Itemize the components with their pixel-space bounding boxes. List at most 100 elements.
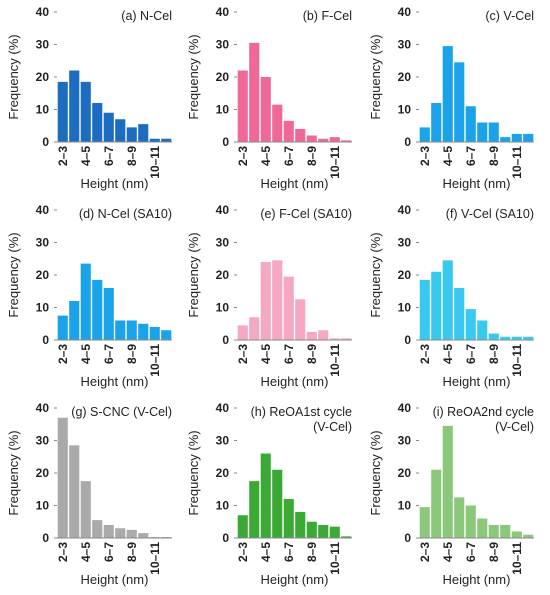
panel: 0 10 20 30 40 2–3 4–5 6–7 8–9 10–11 Frequency (%) H… bbox=[186, 5, 352, 191]
panel: 0 10 20 30 40 2–3 4–5 6–7 8–9 10–11 Frequency (%) H… bbox=[368, 5, 534, 191]
x-tick-label: 2–3 bbox=[56, 146, 70, 166]
bar bbox=[57, 315, 68, 340]
y-tick-label: 10 bbox=[398, 301, 412, 315]
panel-title: (d) N-Cel (SA10) bbox=[79, 207, 172, 221]
bar bbox=[511, 336, 522, 340]
bar bbox=[69, 70, 80, 142]
x-tick-label: 2–3 bbox=[236, 542, 250, 562]
bar bbox=[249, 317, 260, 340]
y-axis-label: Frequency (%) bbox=[368, 34, 383, 119]
bar bbox=[442, 46, 453, 142]
bar bbox=[260, 453, 271, 538]
y-tick-label: 40 bbox=[216, 5, 230, 19]
x-tick-label: 6–7 bbox=[464, 542, 478, 562]
y-axis-label: Frequency (%) bbox=[368, 232, 383, 317]
panel: 0 10 20 30 40 2–3 4–5 6–7 8–9 10–11 Frequency (%) H… bbox=[6, 401, 172, 587]
y-tick-label: 10 bbox=[36, 103, 50, 117]
panel-title: (V-Cel) bbox=[313, 420, 352, 434]
bar bbox=[419, 507, 430, 538]
bar bbox=[295, 299, 306, 340]
x-tick-label: 6–7 bbox=[464, 344, 478, 364]
panel: 0 10 20 30 40 2–3 4–5 6–7 8–9 10–11 Frequency (%) H… bbox=[6, 203, 172, 389]
x-tick-label: 4–5 bbox=[259, 542, 273, 562]
bar bbox=[295, 512, 306, 538]
panel-title: (b) F-Cel bbox=[303, 9, 352, 23]
y-tick-label: 0 bbox=[404, 333, 411, 347]
x-tick-label: 8–9 bbox=[487, 146, 501, 166]
bar bbox=[57, 417, 68, 538]
y-tick-label: 40 bbox=[216, 203, 230, 217]
bar bbox=[431, 103, 442, 142]
bar bbox=[341, 140, 352, 142]
bar bbox=[318, 138, 329, 142]
bar bbox=[249, 481, 260, 538]
x-tick-label: 2–3 bbox=[56, 542, 70, 562]
bar bbox=[80, 81, 91, 142]
bar bbox=[306, 521, 317, 538]
panel-title: (e) F-Cel (SA10) bbox=[260, 207, 352, 221]
bar bbox=[138, 124, 149, 142]
bar bbox=[103, 525, 114, 538]
y-tick-label: 20 bbox=[36, 70, 50, 84]
bar bbox=[511, 133, 522, 142]
panel: 0 10 20 30 40 2–3 4–5 6–7 8–9 10–11 Frequency (%) H… bbox=[368, 203, 534, 389]
x-tick-label: 10–11 bbox=[510, 344, 524, 377]
bar bbox=[477, 122, 488, 142]
bar bbox=[69, 445, 80, 538]
x-axis-label: Height (nm) bbox=[443, 572, 511, 587]
y-axis-label: Frequency (%) bbox=[186, 34, 201, 119]
y-tick-label: 0 bbox=[42, 333, 49, 347]
y-tick-label: 0 bbox=[42, 531, 49, 545]
bar bbox=[161, 138, 172, 142]
x-tick-label: 2–3 bbox=[418, 146, 432, 166]
x-tick-label: 8–9 bbox=[487, 344, 501, 364]
y-axis-label: Frequency (%) bbox=[6, 34, 21, 119]
bar bbox=[260, 262, 271, 340]
bar bbox=[465, 309, 476, 340]
panel-title: (f) V-Cel (SA10) bbox=[446, 207, 534, 221]
y-tick-label: 20 bbox=[216, 70, 230, 84]
x-axis-label: Height (nm) bbox=[81, 374, 149, 389]
panel-title: (V-Cel) bbox=[495, 420, 534, 434]
x-tick-label: 6–7 bbox=[102, 344, 116, 364]
y-tick-label: 10 bbox=[216, 103, 230, 117]
bar bbox=[272, 104, 283, 142]
bar bbox=[488, 122, 499, 142]
bar bbox=[115, 320, 126, 340]
x-tick-label: 2–3 bbox=[56, 344, 70, 364]
y-tick-label: 30 bbox=[36, 434, 50, 448]
y-tick-label: 30 bbox=[216, 236, 230, 250]
bar bbox=[103, 288, 114, 340]
bar bbox=[126, 320, 137, 340]
panel-title: (h) ReOA1st cycle bbox=[251, 405, 352, 419]
x-tick-label: 4–5 bbox=[441, 146, 455, 166]
y-tick-label: 10 bbox=[398, 499, 412, 513]
bar bbox=[237, 515, 248, 538]
y-tick-label: 30 bbox=[36, 38, 50, 52]
y-tick-label: 40 bbox=[398, 401, 412, 415]
y-tick-label: 20 bbox=[398, 70, 412, 84]
bar bbox=[442, 425, 453, 538]
x-tick-label: 8–9 bbox=[125, 344, 139, 364]
x-tick-label: 6–7 bbox=[464, 146, 478, 166]
panel-title: (g) S-CNC (V-Cel) bbox=[71, 405, 172, 419]
bar bbox=[329, 338, 340, 340]
bar bbox=[80, 481, 91, 538]
bar bbox=[138, 323, 149, 340]
bar bbox=[283, 276, 294, 340]
panel: 0 10 20 30 40 2–3 4–5 6–7 8–9 10–11 Frequency (%) H… bbox=[186, 401, 352, 587]
x-tick-label: 4–5 bbox=[259, 344, 273, 364]
y-tick-label: 20 bbox=[36, 268, 50, 282]
bar bbox=[477, 518, 488, 538]
y-tick-label: 30 bbox=[398, 434, 412, 448]
x-axis-label: Height (nm) bbox=[81, 572, 149, 587]
bar bbox=[115, 119, 126, 142]
bar bbox=[500, 525, 511, 538]
x-tick-label: 4–5 bbox=[441, 344, 455, 364]
x-axis-label: Height (nm) bbox=[261, 374, 329, 389]
panel-title: (a) N-Cel bbox=[121, 9, 172, 23]
y-tick-label: 30 bbox=[216, 434, 230, 448]
bar bbox=[237, 325, 248, 340]
x-tick-label: 10–11 bbox=[148, 344, 162, 377]
y-tick-label: 30 bbox=[398, 38, 412, 52]
